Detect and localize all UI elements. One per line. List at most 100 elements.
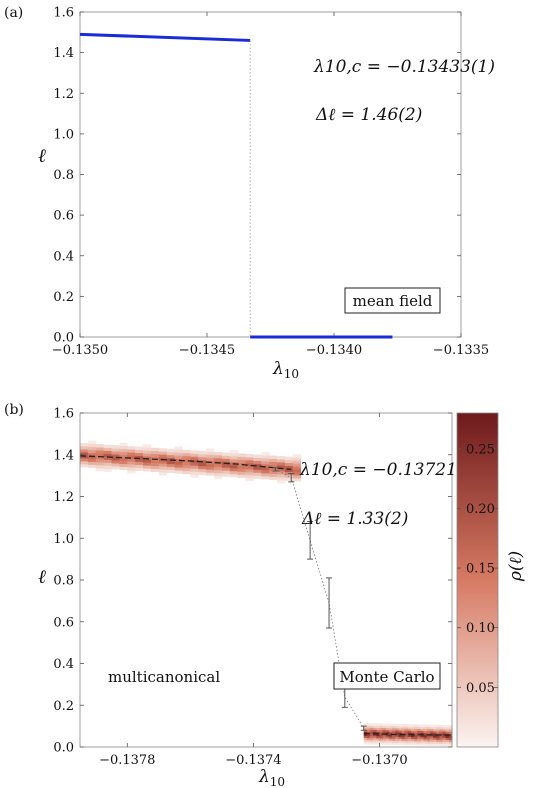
heatmap-cell bbox=[382, 738, 387, 741]
heatmap-cell bbox=[95, 459, 105, 463]
colorbar-label: ρ(ℓ) bbox=[506, 551, 526, 582]
panel-a-y-tick-label: 0.6 bbox=[53, 209, 74, 224]
heatmap-cell bbox=[436, 743, 440, 747]
heatmap-cell bbox=[376, 729, 380, 733]
heatmap-cell bbox=[411, 728, 415, 731]
heatmap-cell bbox=[423, 728, 428, 732]
heatmap-cell bbox=[429, 730, 434, 734]
heatmap-cell bbox=[277, 462, 286, 466]
heatmap-cell bbox=[429, 728, 434, 732]
heatmap-cell bbox=[382, 729, 387, 733]
heatmap-cell bbox=[448, 737, 453, 741]
heatmap-cell bbox=[417, 730, 421, 734]
heatmap-cell bbox=[277, 468, 286, 472]
heatmap-cell bbox=[429, 735, 434, 738]
heatmap-cell bbox=[269, 464, 278, 468]
heatmap-cell bbox=[150, 468, 160, 473]
heatmap-cell bbox=[388, 734, 393, 737]
heatmap-cell bbox=[119, 448, 128, 453]
heatmap-cell bbox=[417, 738, 421, 742]
heatmap-cell bbox=[127, 446, 136, 450]
heatmap-cell bbox=[363, 731, 368, 734]
heatmap-cell bbox=[436, 724, 440, 728]
heatmap-cell bbox=[385, 723, 390, 727]
heatmap-cell bbox=[229, 464, 239, 469]
heatmap-cell bbox=[448, 735, 453, 738]
heatmap-cell bbox=[398, 730, 402, 733]
heatmap-cell bbox=[111, 466, 120, 470]
heatmap-cell bbox=[245, 460, 254, 464]
panel-b-monte-carlo: (b) −0.1378 −0.1374 −0.1370 0.00.20.40.60.… bbox=[4, 402, 526, 788]
heatmap-cell bbox=[442, 743, 447, 747]
heatmap-cell bbox=[127, 464, 136, 468]
heatmap-cell bbox=[382, 731, 387, 735]
heatmap-cell bbox=[436, 735, 440, 738]
heatmap-cell bbox=[366, 729, 371, 732]
heatmap-cell bbox=[206, 463, 215, 467]
heatmap-cell bbox=[376, 737, 380, 741]
heatmap-cell bbox=[411, 742, 415, 746]
heatmap-cell bbox=[253, 460, 262, 464]
panel-a-mean-field: (a) −0.1350 −0.1345 −0.1340 −0.1335 0.00.20… bbox=[4, 5, 495, 381]
heatmap-cell bbox=[385, 740, 390, 743]
heatmap-cell bbox=[119, 466, 128, 470]
heatmap-cell bbox=[442, 731, 447, 734]
heatmap-cell bbox=[182, 470, 191, 475]
heatmap-cell bbox=[229, 458, 239, 463]
heatmap-cell bbox=[143, 453, 152, 457]
heatmap-cell bbox=[442, 735, 447, 738]
heatmap-cell bbox=[370, 723, 374, 726]
panel-a-y-ticks: 0.0 0.2 0.4 0.6 0.8 1.0 1.2 1.4 1.6 bbox=[53, 6, 461, 346]
panel-b-x-tick-label: −0.1374 bbox=[225, 753, 281, 768]
heatmap-cell bbox=[363, 735, 368, 739]
heatmap-cell bbox=[382, 725, 387, 729]
heatmap-cell bbox=[426, 737, 431, 740]
heatmap-cell bbox=[414, 732, 418, 736]
panel-a-delta-l: Δℓ = 1.46(2) bbox=[315, 105, 422, 125]
heatmap-cell bbox=[442, 733, 447, 736]
heatmap-cell bbox=[426, 730, 431, 734]
heatmap-cell bbox=[95, 450, 105, 454]
heatmap-cell bbox=[398, 723, 402, 727]
panel-b-monte-carlo-label: Monte Carlo bbox=[339, 668, 434, 686]
heatmap-cell bbox=[87, 449, 97, 453]
heatmap-cell bbox=[445, 739, 450, 743]
heatmap-cell bbox=[103, 465, 112, 469]
heatmap-cell bbox=[376, 725, 380, 728]
heatmap-cell bbox=[95, 465, 105, 469]
heatmap-cell bbox=[277, 471, 286, 475]
heatmap-cell bbox=[436, 741, 440, 744]
panel-a-plot-area bbox=[79, 32, 393, 339]
heatmap-cell bbox=[395, 723, 399, 727]
heatmap-cell bbox=[417, 743, 421, 746]
heatmap-cell bbox=[119, 463, 128, 467]
heatmap-cell bbox=[150, 450, 160, 455]
heatmap-cell bbox=[382, 736, 387, 739]
heatmap-cell bbox=[426, 743, 431, 746]
panel-b-y-tick-label: 1.2 bbox=[53, 490, 74, 505]
panel-a-critical-lambda: λ10,c = −0.13433(1) bbox=[313, 57, 495, 77]
heatmap-cell bbox=[158, 454, 168, 458]
panel-b-y-tick-label: 1.4 bbox=[53, 448, 74, 463]
heatmap-cell bbox=[417, 740, 421, 744]
heatmap-cell bbox=[442, 729, 447, 732]
heatmap-cell bbox=[401, 726, 406, 729]
heatmap-cell bbox=[277, 456, 286, 460]
heatmap-cell bbox=[87, 443, 97, 447]
heatmap-cell bbox=[111, 463, 120, 467]
heatmap-cell bbox=[407, 738, 412, 742]
panel-a-label: (a) bbox=[4, 5, 23, 21]
heatmap-cell bbox=[198, 456, 207, 461]
panel-b-y-label: ℓ bbox=[38, 566, 46, 588]
heatmap-cell bbox=[135, 452, 144, 457]
heatmap-cell bbox=[436, 728, 440, 732]
heatmap-cell bbox=[174, 458, 183, 462]
heatmap-cell bbox=[253, 457, 262, 461]
heatmap-cell bbox=[80, 452, 89, 456]
heatmap-cell bbox=[370, 733, 374, 737]
heatmap-cell bbox=[436, 726, 440, 730]
heatmap-cell bbox=[174, 470, 183, 474]
panel-b-y-tick-label: 0.8 bbox=[53, 574, 74, 589]
heatmap-cell bbox=[127, 458, 136, 462]
heatmap-cell bbox=[135, 449, 144, 454]
